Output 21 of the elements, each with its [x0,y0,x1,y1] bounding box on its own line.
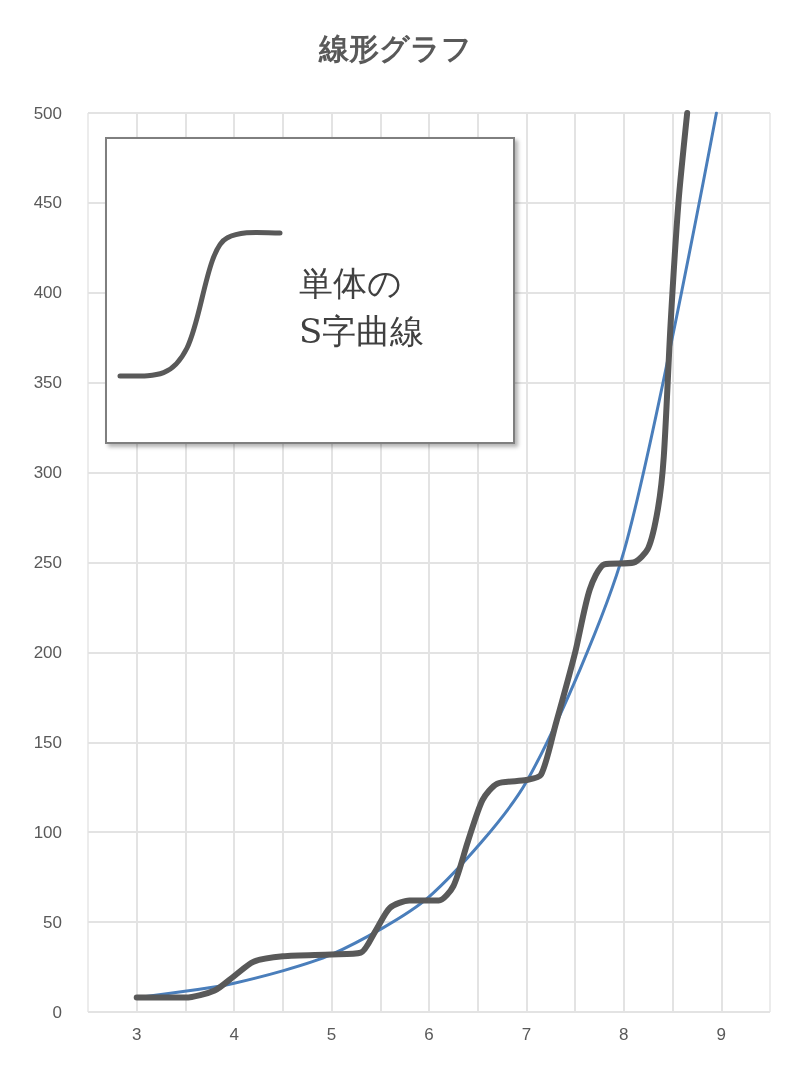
y-tick-label: 200 [33,642,62,662]
x-tick-label: 6 [424,1025,434,1044]
y-tick-label: 400 [33,283,62,303]
y-tick-label: 50 [43,912,62,932]
x-tick-label: 7 [521,1025,532,1044]
text-box: 単体の S字曲線 [105,137,515,444]
y-tick-label: 0 [52,1002,62,1022]
y-tick-label: 350 [33,373,62,393]
x-tick-label: 8 [619,1025,629,1044]
x-tick-label: 4 [229,1025,239,1044]
x-tick-label: 5 [326,1025,337,1044]
y-tick-label: 500 [33,103,62,123]
chart-title: 線形グラフ [318,30,472,66]
y-tick-label: 150 [33,732,62,752]
x-tick-label: 3 [131,1025,142,1044]
y-tick-label: 100 [33,822,62,842]
y-tick-label: 300 [33,463,62,483]
y-tick-label: 250 [33,553,62,572]
annotation: 単体の S字曲線 [299,262,425,353]
x-tick-label: 9 [716,1025,727,1044]
y-tick-label: 450 [33,193,62,213]
